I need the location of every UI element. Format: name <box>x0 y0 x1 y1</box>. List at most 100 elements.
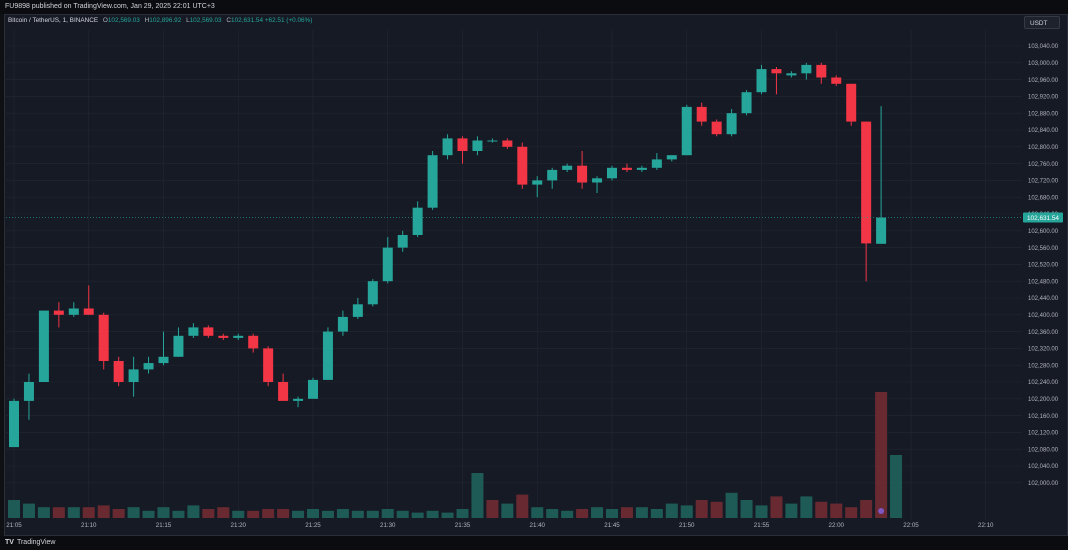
candle-body <box>38 310 49 382</box>
candle-body <box>128 369 139 382</box>
candle-body <box>457 138 468 151</box>
volume-bar <box>127 507 140 518</box>
candle-body <box>636 167 647 170</box>
volume-bar <box>142 510 155 518</box>
candles <box>9 62 887 448</box>
candle-body <box>293 398 304 401</box>
price-tick-label: 102,080.00 <box>1028 447 1059 453</box>
high-value: 102,896.92 <box>149 17 182 24</box>
volume-bar <box>8 500 20 518</box>
candle-body <box>83 308 94 315</box>
volume-bar <box>710 501 723 518</box>
grid <box>6 30 1022 520</box>
brand-name: TradingView <box>16 539 56 546</box>
time-axis: 21:05 21:10 21:15 21:20 21:25 21:30 21:35 21:40… <box>6 522 994 529</box>
candle <box>681 104 692 156</box>
time-tick-label: 21:20 <box>231 522 247 529</box>
candle <box>263 346 274 387</box>
candle-body <box>427 155 438 208</box>
candle <box>831 75 842 86</box>
candle <box>427 151 438 210</box>
candle <box>457 136 468 164</box>
candle <box>233 333 244 340</box>
time-tick-label: 21:25 <box>305 522 321 529</box>
price-tick-label: 102,680.00 <box>1028 195 1059 201</box>
volume-bar <box>52 507 65 518</box>
change-value: +62.51 (+0.06%) <box>264 17 313 24</box>
candle-body <box>696 106 707 122</box>
volume-bar <box>875 392 888 518</box>
candle-body <box>592 178 603 183</box>
candle-body <box>382 247 393 282</box>
volume-bar <box>770 496 783 518</box>
candle <box>607 165 617 181</box>
candle <box>322 327 333 380</box>
volume-bar <box>187 505 200 518</box>
open-label: O <box>102 17 108 24</box>
candle <box>337 310 348 336</box>
price-tick-label: 102,040.00 <box>1028 464 1059 470</box>
volume-bar <box>247 510 260 518</box>
close-value: 102,631.54 <box>231 17 264 24</box>
time-tick-label: 21:30 <box>380 522 396 529</box>
candle <box>143 356 154 374</box>
volume-bar <box>740 500 753 518</box>
candle-body <box>711 121 722 135</box>
volume-bar <box>606 509 618 518</box>
volume-bar <box>411 512 424 518</box>
time-tick-label: 21:50 <box>679 522 695 529</box>
price-tick-label: 102,240.00 <box>1028 380 1059 386</box>
time-tick-label: 21:55 <box>754 522 770 529</box>
price-tick-label: 102,800.00 <box>1028 145 1059 151</box>
volume-bar <box>456 509 469 518</box>
candle <box>158 331 169 366</box>
candle <box>696 102 707 126</box>
candle-body <box>472 140 483 151</box>
time-tick-label: 21:05 <box>6 522 22 529</box>
time-tick-label: 21:10 <box>81 522 97 529</box>
footer-brand: TV TradingView <box>0 536 1068 550</box>
candle-body <box>53 310 64 315</box>
candle <box>532 176 543 198</box>
volume-bar <box>112 509 125 518</box>
volume-bar <box>232 510 245 518</box>
candle-body <box>278 382 289 401</box>
candle-body <box>846 83 857 122</box>
volume-bar <box>591 507 604 518</box>
candle-body <box>607 167 617 179</box>
candle <box>726 109 737 137</box>
volume-bar <box>755 505 768 518</box>
volume-bar <box>561 510 574 518</box>
price-tick-label: 102,600.00 <box>1028 229 1059 235</box>
candle-body <box>756 69 767 93</box>
volume-bar <box>67 507 80 518</box>
candle-body <box>203 327 214 336</box>
tradingview-logo-icon: TV <box>5 539 14 546</box>
candle <box>756 64 767 95</box>
candle-body <box>666 155 677 160</box>
volume-bar <box>650 509 663 518</box>
volume-bar <box>501 503 514 518</box>
candle-body <box>322 331 333 380</box>
time-tick-label: 21:15 <box>156 522 172 529</box>
symbol-name[interactable]: Bitcoin / TetherUS, 1, BINANCE <box>8 17 99 24</box>
currency-button[interactable]: USDT <box>1024 16 1060 29</box>
candle <box>128 356 139 397</box>
candle <box>412 201 423 238</box>
price-axis: 103,040.00 103,000.00 102,960.00 102,920.00… <box>1028 44 1059 487</box>
candle <box>352 298 363 319</box>
candle-body <box>263 348 274 382</box>
candle <box>741 90 752 116</box>
volume-bar <box>381 509 394 518</box>
candle <box>38 310 49 382</box>
candle <box>711 119 722 137</box>
candle-body <box>143 363 154 370</box>
candle <box>502 138 513 149</box>
candle <box>487 138 498 143</box>
candle <box>248 333 259 353</box>
last-price-tag: 102,631.54 <box>1023 212 1063 223</box>
volume-bar <box>785 503 798 518</box>
candle <box>577 151 588 189</box>
volume-bar <box>860 500 873 518</box>
